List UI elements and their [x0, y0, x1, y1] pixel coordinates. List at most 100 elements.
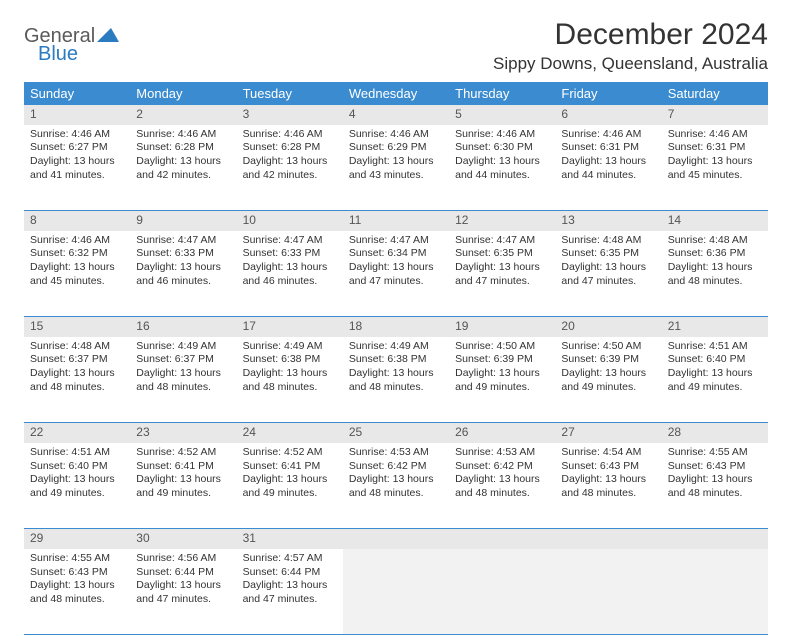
- sunrise-line: Sunrise: 4:56 AM: [136, 552, 230, 566]
- weekday-header: Tuesday: [237, 82, 343, 105]
- weekday-header: Sunday: [24, 82, 130, 105]
- day-cell: Sunrise: 4:47 AMSunset: 6:33 PMDaylight:…: [130, 231, 236, 317]
- logo-text-blue: Blue: [38, 44, 119, 64]
- sunset-line: Sunset: 6:42 PM: [349, 460, 443, 474]
- sunrise-line: Sunrise: 4:49 AM: [243, 340, 337, 354]
- daylight-line: Daylight: 13 hours and 46 minutes.: [243, 261, 337, 288]
- day-cell: Sunrise: 4:46 AMSunset: 6:31 PMDaylight:…: [662, 125, 768, 211]
- sunset-line: Sunset: 6:37 PM: [30, 353, 124, 367]
- sunrise-line: Sunrise: 4:48 AM: [561, 234, 655, 248]
- sunrise-line: Sunrise: 4:51 AM: [30, 446, 124, 460]
- sunrise-line: Sunrise: 4:52 AM: [136, 446, 230, 460]
- day-cell: Sunrise: 4:48 AMSunset: 6:36 PMDaylight:…: [662, 231, 768, 317]
- day-cell: Sunrise: 4:50 AMSunset: 6:39 PMDaylight:…: [555, 337, 661, 423]
- sunrise-line: Sunrise: 4:55 AM: [30, 552, 124, 566]
- day-cell: Sunrise: 4:46 AMSunset: 6:32 PMDaylight:…: [24, 231, 130, 317]
- sunrise-line: Sunrise: 4:57 AM: [243, 552, 337, 566]
- calendar-table: SundayMondayTuesdayWednesdayThursdayFrid…: [24, 82, 768, 635]
- day-number: 7: [662, 105, 768, 125]
- day-cell: Sunrise: 4:47 AMSunset: 6:34 PMDaylight:…: [343, 231, 449, 317]
- day-cell: Sunrise: 4:52 AMSunset: 6:41 PMDaylight:…: [130, 443, 236, 529]
- sunset-line: Sunset: 6:33 PM: [243, 247, 337, 261]
- daylight-line: Daylight: 13 hours and 49 minutes.: [455, 367, 549, 394]
- day-cell: Sunrise: 4:47 AMSunset: 6:35 PMDaylight:…: [449, 231, 555, 317]
- day-number: 6: [555, 105, 661, 125]
- daylight-line: Daylight: 13 hours and 48 minutes.: [668, 261, 762, 288]
- day-cell: Sunrise: 4:54 AMSunset: 6:43 PMDaylight:…: [555, 443, 661, 529]
- sunset-line: Sunset: 6:31 PM: [561, 141, 655, 155]
- daylight-line: Daylight: 13 hours and 48 minutes.: [349, 367, 443, 394]
- sunrise-line: Sunrise: 4:47 AM: [349, 234, 443, 248]
- sunrise-line: Sunrise: 4:46 AM: [561, 128, 655, 142]
- week-row: Sunrise: 4:46 AMSunset: 6:32 PMDaylight:…: [24, 231, 768, 317]
- day-number: 5: [449, 105, 555, 125]
- daylight-line: Daylight: 13 hours and 43 minutes.: [349, 155, 443, 182]
- weekday-header: Thursday: [449, 82, 555, 105]
- sunrise-line: Sunrise: 4:48 AM: [668, 234, 762, 248]
- day-number: 3: [237, 105, 343, 125]
- sunrise-line: Sunrise: 4:54 AM: [561, 446, 655, 460]
- day-cell: Sunrise: 4:48 AMSunset: 6:37 PMDaylight:…: [24, 337, 130, 423]
- sunset-line: Sunset: 6:32 PM: [30, 247, 124, 261]
- sunrise-line: Sunrise: 4:46 AM: [136, 128, 230, 142]
- day-number: 14: [662, 211, 768, 231]
- sunrise-line: Sunrise: 4:52 AM: [243, 446, 337, 460]
- sunset-line: Sunset: 6:34 PM: [349, 247, 443, 261]
- sunset-line: Sunset: 6:40 PM: [668, 353, 762, 367]
- day-number: 19: [449, 317, 555, 337]
- day-cell: Sunrise: 4:56 AMSunset: 6:44 PMDaylight:…: [130, 549, 236, 635]
- day-cell: [662, 549, 768, 635]
- daylight-line: Daylight: 13 hours and 49 minutes.: [30, 473, 124, 500]
- daynum-row: 891011121314: [24, 211, 768, 231]
- day-number: 10: [237, 211, 343, 231]
- daynum-row: 1234567: [24, 105, 768, 125]
- day-cell: [449, 549, 555, 635]
- sunset-line: Sunset: 6:39 PM: [455, 353, 549, 367]
- day-number: [449, 529, 555, 549]
- day-number: 23: [130, 423, 236, 443]
- week-row: Sunrise: 4:55 AMSunset: 6:43 PMDaylight:…: [24, 549, 768, 635]
- sunset-line: Sunset: 6:30 PM: [455, 141, 549, 155]
- daylight-line: Daylight: 13 hours and 47 minutes.: [455, 261, 549, 288]
- week-row: Sunrise: 4:46 AMSunset: 6:27 PMDaylight:…: [24, 125, 768, 211]
- day-cell: Sunrise: 4:48 AMSunset: 6:35 PMDaylight:…: [555, 231, 661, 317]
- day-number: 25: [343, 423, 449, 443]
- sunrise-line: Sunrise: 4:46 AM: [455, 128, 549, 142]
- daylight-line: Daylight: 13 hours and 42 minutes.: [243, 155, 337, 182]
- sunrise-line: Sunrise: 4:47 AM: [455, 234, 549, 248]
- day-cell: Sunrise: 4:49 AMSunset: 6:38 PMDaylight:…: [237, 337, 343, 423]
- sunset-line: Sunset: 6:40 PM: [30, 460, 124, 474]
- daylight-line: Daylight: 13 hours and 45 minutes.: [30, 261, 124, 288]
- day-cell: Sunrise: 4:46 AMSunset: 6:27 PMDaylight:…: [24, 125, 130, 211]
- day-number: 30: [130, 529, 236, 549]
- day-number: 24: [237, 423, 343, 443]
- week-row: Sunrise: 4:51 AMSunset: 6:40 PMDaylight:…: [24, 443, 768, 529]
- weekday-header: Monday: [130, 82, 236, 105]
- day-cell: Sunrise: 4:49 AMSunset: 6:38 PMDaylight:…: [343, 337, 449, 423]
- sunset-line: Sunset: 6:36 PM: [668, 247, 762, 261]
- sunset-line: Sunset: 6:31 PM: [668, 141, 762, 155]
- sunrise-line: Sunrise: 4:46 AM: [30, 128, 124, 142]
- day-cell: Sunrise: 4:53 AMSunset: 6:42 PMDaylight:…: [449, 443, 555, 529]
- sunrise-line: Sunrise: 4:51 AM: [668, 340, 762, 354]
- daylight-line: Daylight: 13 hours and 47 minutes.: [349, 261, 443, 288]
- sunset-line: Sunset: 6:28 PM: [136, 141, 230, 155]
- sunrise-line: Sunrise: 4:50 AM: [455, 340, 549, 354]
- weekday-header-row: SundayMondayTuesdayWednesdayThursdayFrid…: [24, 82, 768, 105]
- sunset-line: Sunset: 6:44 PM: [136, 566, 230, 580]
- day-number: 16: [130, 317, 236, 337]
- logo: General Blue: [24, 18, 119, 64]
- daylight-line: Daylight: 13 hours and 48 minutes.: [30, 367, 124, 394]
- day-number: [662, 529, 768, 549]
- daynum-row: 22232425262728: [24, 423, 768, 443]
- day-cell: [343, 549, 449, 635]
- day-number: 22: [24, 423, 130, 443]
- day-cell: Sunrise: 4:46 AMSunset: 6:28 PMDaylight:…: [237, 125, 343, 211]
- day-cell: Sunrise: 4:47 AMSunset: 6:33 PMDaylight:…: [237, 231, 343, 317]
- day-cell: Sunrise: 4:49 AMSunset: 6:37 PMDaylight:…: [130, 337, 236, 423]
- day-cell: Sunrise: 4:51 AMSunset: 6:40 PMDaylight:…: [662, 337, 768, 423]
- sunset-line: Sunset: 6:41 PM: [136, 460, 230, 474]
- sunrise-line: Sunrise: 4:49 AM: [136, 340, 230, 354]
- sunset-line: Sunset: 6:44 PM: [243, 566, 337, 580]
- day-cell: Sunrise: 4:46 AMSunset: 6:31 PMDaylight:…: [555, 125, 661, 211]
